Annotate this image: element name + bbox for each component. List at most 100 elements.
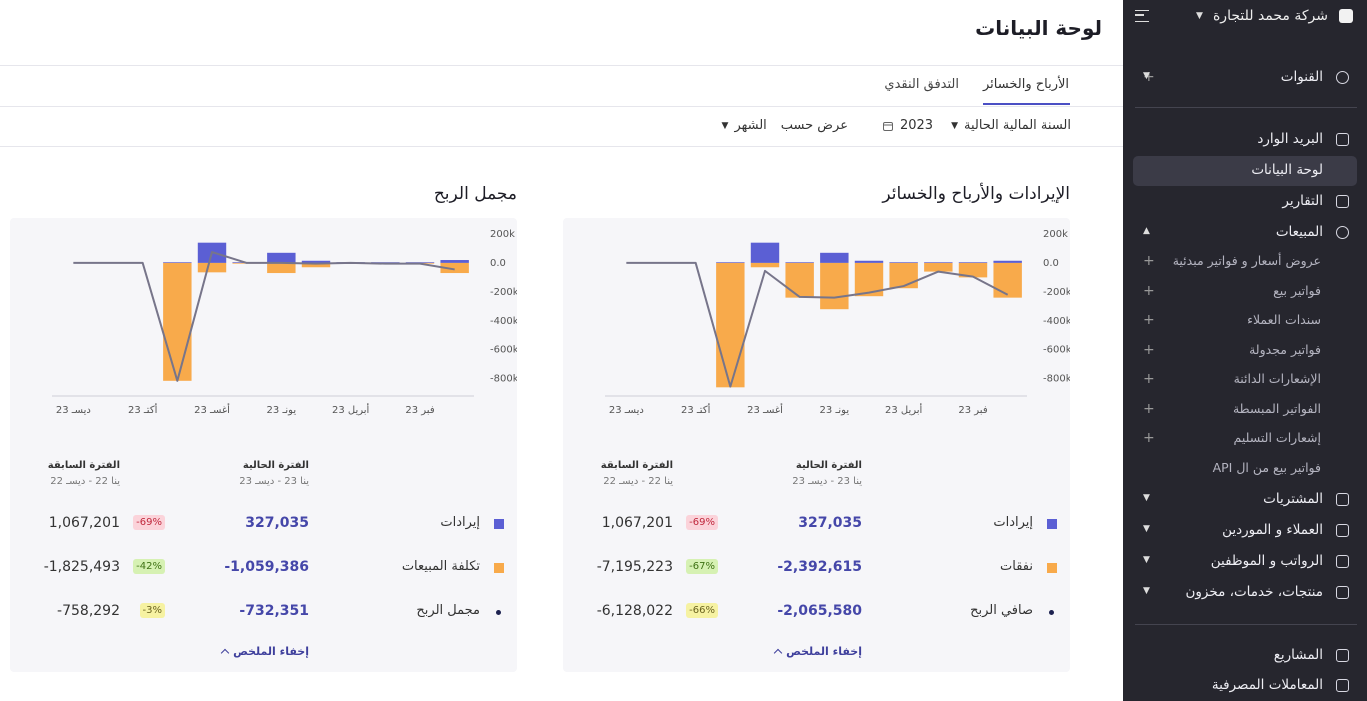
x-tick-label: فبر 23 bbox=[958, 405, 987, 416]
nav-item[interactable]: الرواتب و الموظفين bbox=[1210, 553, 1323, 569]
bar bbox=[820, 252, 849, 263]
nav-icon bbox=[1336, 226, 1349, 239]
sub-nav-item[interactable]: سندات العملاء bbox=[1247, 312, 1321, 327]
toggle-label: إخفاء الملخص bbox=[233, 645, 309, 658]
sub-nav-item[interactable]: الفواتير المبسطة bbox=[1232, 400, 1321, 416]
dropdown-caret: ▼ bbox=[951, 120, 958, 131]
bar bbox=[440, 260, 469, 263]
summary-toggle[interactable]: إخفاء الملخص bbox=[773, 645, 862, 658]
legend-swatch bbox=[494, 563, 504, 573]
bar bbox=[440, 262, 469, 274]
sub-nav-item[interactable]: الإشعارات الدائنة bbox=[1233, 371, 1321, 386]
x-tick-label: أكتـ 23 bbox=[128, 403, 158, 416]
nav-item[interactable]: لوحة البيانات bbox=[1251, 162, 1323, 178]
calendar-icon bbox=[882, 121, 893, 131]
nav-item[interactable]: المشتريات bbox=[1263, 491, 1323, 507]
nav-item[interactable]: القنوات bbox=[1280, 69, 1323, 85]
legend-dot bbox=[1049, 610, 1054, 615]
legend-dot bbox=[496, 610, 501, 615]
nav-icon bbox=[1336, 555, 1349, 568]
filter-bar: السنة المالية الحالية ▼ 2023 عرض حسب الش… bbox=[722, 118, 1071, 133]
divider bbox=[0, 65, 1123, 66]
sub-nav-item[interactable]: إشعارات التسليم bbox=[1233, 430, 1321, 445]
column-subheader: ينا 22 - ديسـ 22 bbox=[50, 476, 120, 487]
y-tick-label: -600k bbox=[490, 345, 517, 356]
period-filter[interactable]: السنة المالية الحالية bbox=[963, 118, 1071, 133]
menu-icon-bar bbox=[1135, 14, 1144, 16]
chart-panel: 200k 0.0 -200k -400k -600k -800k ديسـ 23 أكتـ 2… bbox=[10, 218, 517, 672]
bar bbox=[405, 262, 435, 263]
nav-icon bbox=[1336, 493, 1349, 506]
expand-caret[interactable]: ▼ bbox=[1143, 493, 1150, 503]
bar bbox=[924, 262, 953, 263]
legend-swatch bbox=[1047, 563, 1057, 573]
x-tick-label: أبريل 23 bbox=[332, 403, 370, 416]
interval-filter[interactable]: الشهر bbox=[734, 118, 767, 133]
x-tick-label: ديسـ 23 bbox=[609, 405, 644, 416]
x-tick-label: يونـ 23 bbox=[267, 405, 297, 416]
menu-icon[interactable] bbox=[1135, 10, 1149, 22]
add-button[interactable]: + bbox=[1143, 371, 1155, 387]
nav-item[interactable]: التقارير bbox=[1282, 193, 1323, 209]
bar bbox=[371, 262, 400, 263]
add-button[interactable]: + bbox=[1143, 69, 1155, 85]
y-tick-label: -800k bbox=[1043, 374, 1070, 385]
add-button[interactable]: + bbox=[1143, 282, 1155, 299]
divider bbox=[0, 106, 1123, 107]
dropdown-caret: ▼ bbox=[721, 120, 729, 131]
sub-nav-item[interactable]: فواتير مجدولة bbox=[1249, 341, 1321, 357]
divider bbox=[1135, 624, 1357, 625]
add-button[interactable]: + bbox=[1143, 400, 1155, 417]
bar bbox=[301, 260, 331, 263]
tab[interactable]: التدفق النقدي bbox=[884, 77, 959, 92]
summary-toggle[interactable]: إخفاء الملخص bbox=[220, 645, 309, 658]
panel-title: الإيرادات والأرباح والخسائر bbox=[882, 184, 1070, 204]
nav-item[interactable]: العملاء و الموردين bbox=[1222, 522, 1323, 538]
sub-nav-item[interactable]: فواتير بيع من ال API bbox=[1212, 459, 1321, 475]
chart: 200k 0.0 -200k -400k -600k -800k ديسـ 23 أكتـ 2… bbox=[52, 229, 517, 416]
active-highlight bbox=[1133, 156, 1357, 186]
expand-caret[interactable]: ▼ bbox=[1143, 71, 1150, 81]
bar bbox=[854, 260, 884, 263]
nav-icon bbox=[1336, 649, 1349, 662]
nav-item[interactable]: المعاملات المصرفية bbox=[1211, 677, 1323, 693]
bar bbox=[785, 262, 814, 298]
column-header: الفترة السابقة bbox=[47, 460, 120, 471]
legend-swatch bbox=[1047, 519, 1057, 529]
add-button[interactable]: + bbox=[1143, 253, 1155, 269]
expand-caret[interactable]: ▼ bbox=[1143, 555, 1150, 565]
collapse-caret[interactable]: ▲ bbox=[1143, 226, 1150, 236]
bar bbox=[163, 262, 192, 381]
add-button[interactable]: + bbox=[1143, 430, 1155, 446]
column-subheader: ينا 23 - ديسـ 23 bbox=[792, 476, 862, 487]
bar bbox=[267, 262, 296, 274]
bar bbox=[750, 262, 780, 268]
y-tick-label: 200k bbox=[1043, 229, 1068, 240]
chart-panel: 200k 0.0 -200k -400k -600k -800k ديسـ 23 أكتـ 2… bbox=[563, 218, 1070, 672]
expand-caret[interactable]: ▼ bbox=[1143, 524, 1150, 534]
bar bbox=[750, 242, 780, 263]
nav-item[interactable]: المشاريع bbox=[1273, 647, 1323, 663]
chevron-icon bbox=[773, 648, 783, 658]
add-button[interactable]: + bbox=[1143, 312, 1155, 328]
nav-icon bbox=[1336, 195, 1349, 208]
x-tick-label: فبر 23 bbox=[405, 405, 434, 416]
bar bbox=[993, 260, 1022, 263]
add-button[interactable]: + bbox=[1143, 341, 1155, 358]
sub-nav-item[interactable]: فواتير بيع bbox=[1273, 282, 1321, 298]
year-filter[interactable]: 2023 bbox=[899, 118, 934, 133]
tab[interactable]: الأرباح والخسائر bbox=[983, 77, 1069, 92]
nav-icon bbox=[1336, 133, 1349, 146]
sub-nav-item[interactable]: عروض أسعار و فواتير مبدئية bbox=[1172, 253, 1321, 268]
y-tick-label: 200k bbox=[490, 229, 515, 240]
previous-value: -1,825,493 bbox=[43, 559, 120, 575]
company-name[interactable]: شركة محمد للتجارة bbox=[1212, 8, 1328, 24]
nav-item[interactable]: المبيعات bbox=[1275, 224, 1323, 240]
nav-item[interactable]: منتجات، خدمات، مخزون bbox=[1185, 584, 1323, 600]
toggle-label: إخفاء الملخص bbox=[786, 645, 862, 658]
nav-item[interactable]: البريد الوارد bbox=[1257, 131, 1323, 147]
bar bbox=[958, 262, 988, 263]
dropdown-caret: ▼ bbox=[1196, 11, 1203, 21]
expand-caret[interactable]: ▼ bbox=[1143, 586, 1150, 596]
